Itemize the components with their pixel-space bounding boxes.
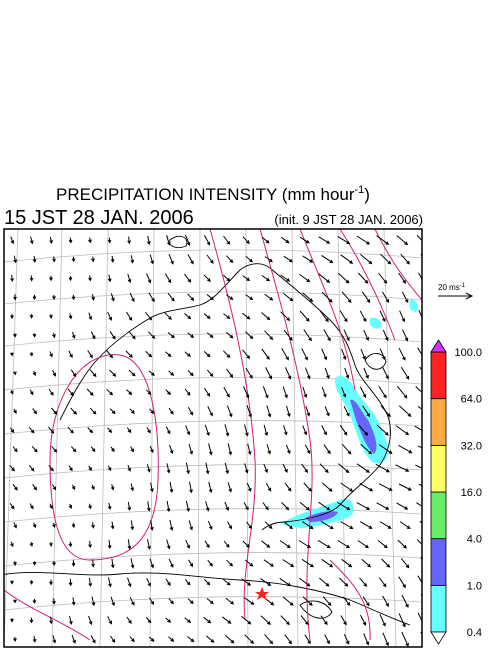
wind-scale-arrow bbox=[438, 292, 474, 300]
colorbar-over bbox=[430, 339, 447, 353]
wind-vectors bbox=[9, 234, 422, 647]
colorbar-under bbox=[430, 631, 447, 645]
precip-area bbox=[369, 299, 418, 329]
contours bbox=[4, 229, 422, 641]
colorbar-segment bbox=[430, 584, 447, 633]
title-sup: -1 bbox=[355, 184, 365, 196]
colorbar-segment bbox=[430, 538, 447, 586]
precip-area bbox=[280, 498, 354, 528]
map-frame bbox=[3, 228, 423, 648]
title: PRECIPITATION INTENSITY (mm hour-1) bbox=[56, 184, 370, 204]
colorbar-label: 0.4 bbox=[467, 627, 482, 639]
wind-vector-field bbox=[9, 234, 422, 647]
map bbox=[4, 229, 422, 647]
title-text: PRECIPITATION INTENSITY (mm hour bbox=[56, 185, 355, 204]
init-time: (init. 9 JST 28 JAN. 2006) bbox=[274, 212, 423, 227]
location-star bbox=[255, 587, 269, 600]
wind-scale-sup: -1 bbox=[460, 283, 466, 289]
colorbar-label: 64.0 bbox=[461, 394, 482, 406]
title-close: ) bbox=[364, 185, 370, 204]
colorbar-label: 4.0 bbox=[467, 534, 482, 546]
colorbar-segment bbox=[430, 491, 447, 540]
wind-scale-label: 20 ms-1 bbox=[438, 283, 466, 292]
colorbar-segment bbox=[430, 444, 447, 493]
precip-area bbox=[305, 511, 338, 522]
colorbar-segment bbox=[430, 398, 447, 446]
colorbar-label: 16.0 bbox=[461, 487, 482, 499]
coastline bbox=[4, 235, 411, 626]
precip-area bbox=[350, 399, 377, 454]
lat-lon-grid bbox=[4, 229, 422, 647]
colorbar-label: 100.0 bbox=[454, 347, 482, 359]
wind-scale-text: 20 ms bbox=[438, 283, 460, 292]
colorbar-label: 32.0 bbox=[461, 440, 482, 452]
valid-time: 15 JST 28 JAN. 2006 bbox=[4, 207, 194, 229]
colorbar-segment bbox=[430, 351, 447, 400]
colorbar-label: 1.0 bbox=[467, 580, 482, 592]
colorbar: 0.4 1.0 4.0 16.0 32.0 64.0 100.0 bbox=[430, 339, 482, 645]
